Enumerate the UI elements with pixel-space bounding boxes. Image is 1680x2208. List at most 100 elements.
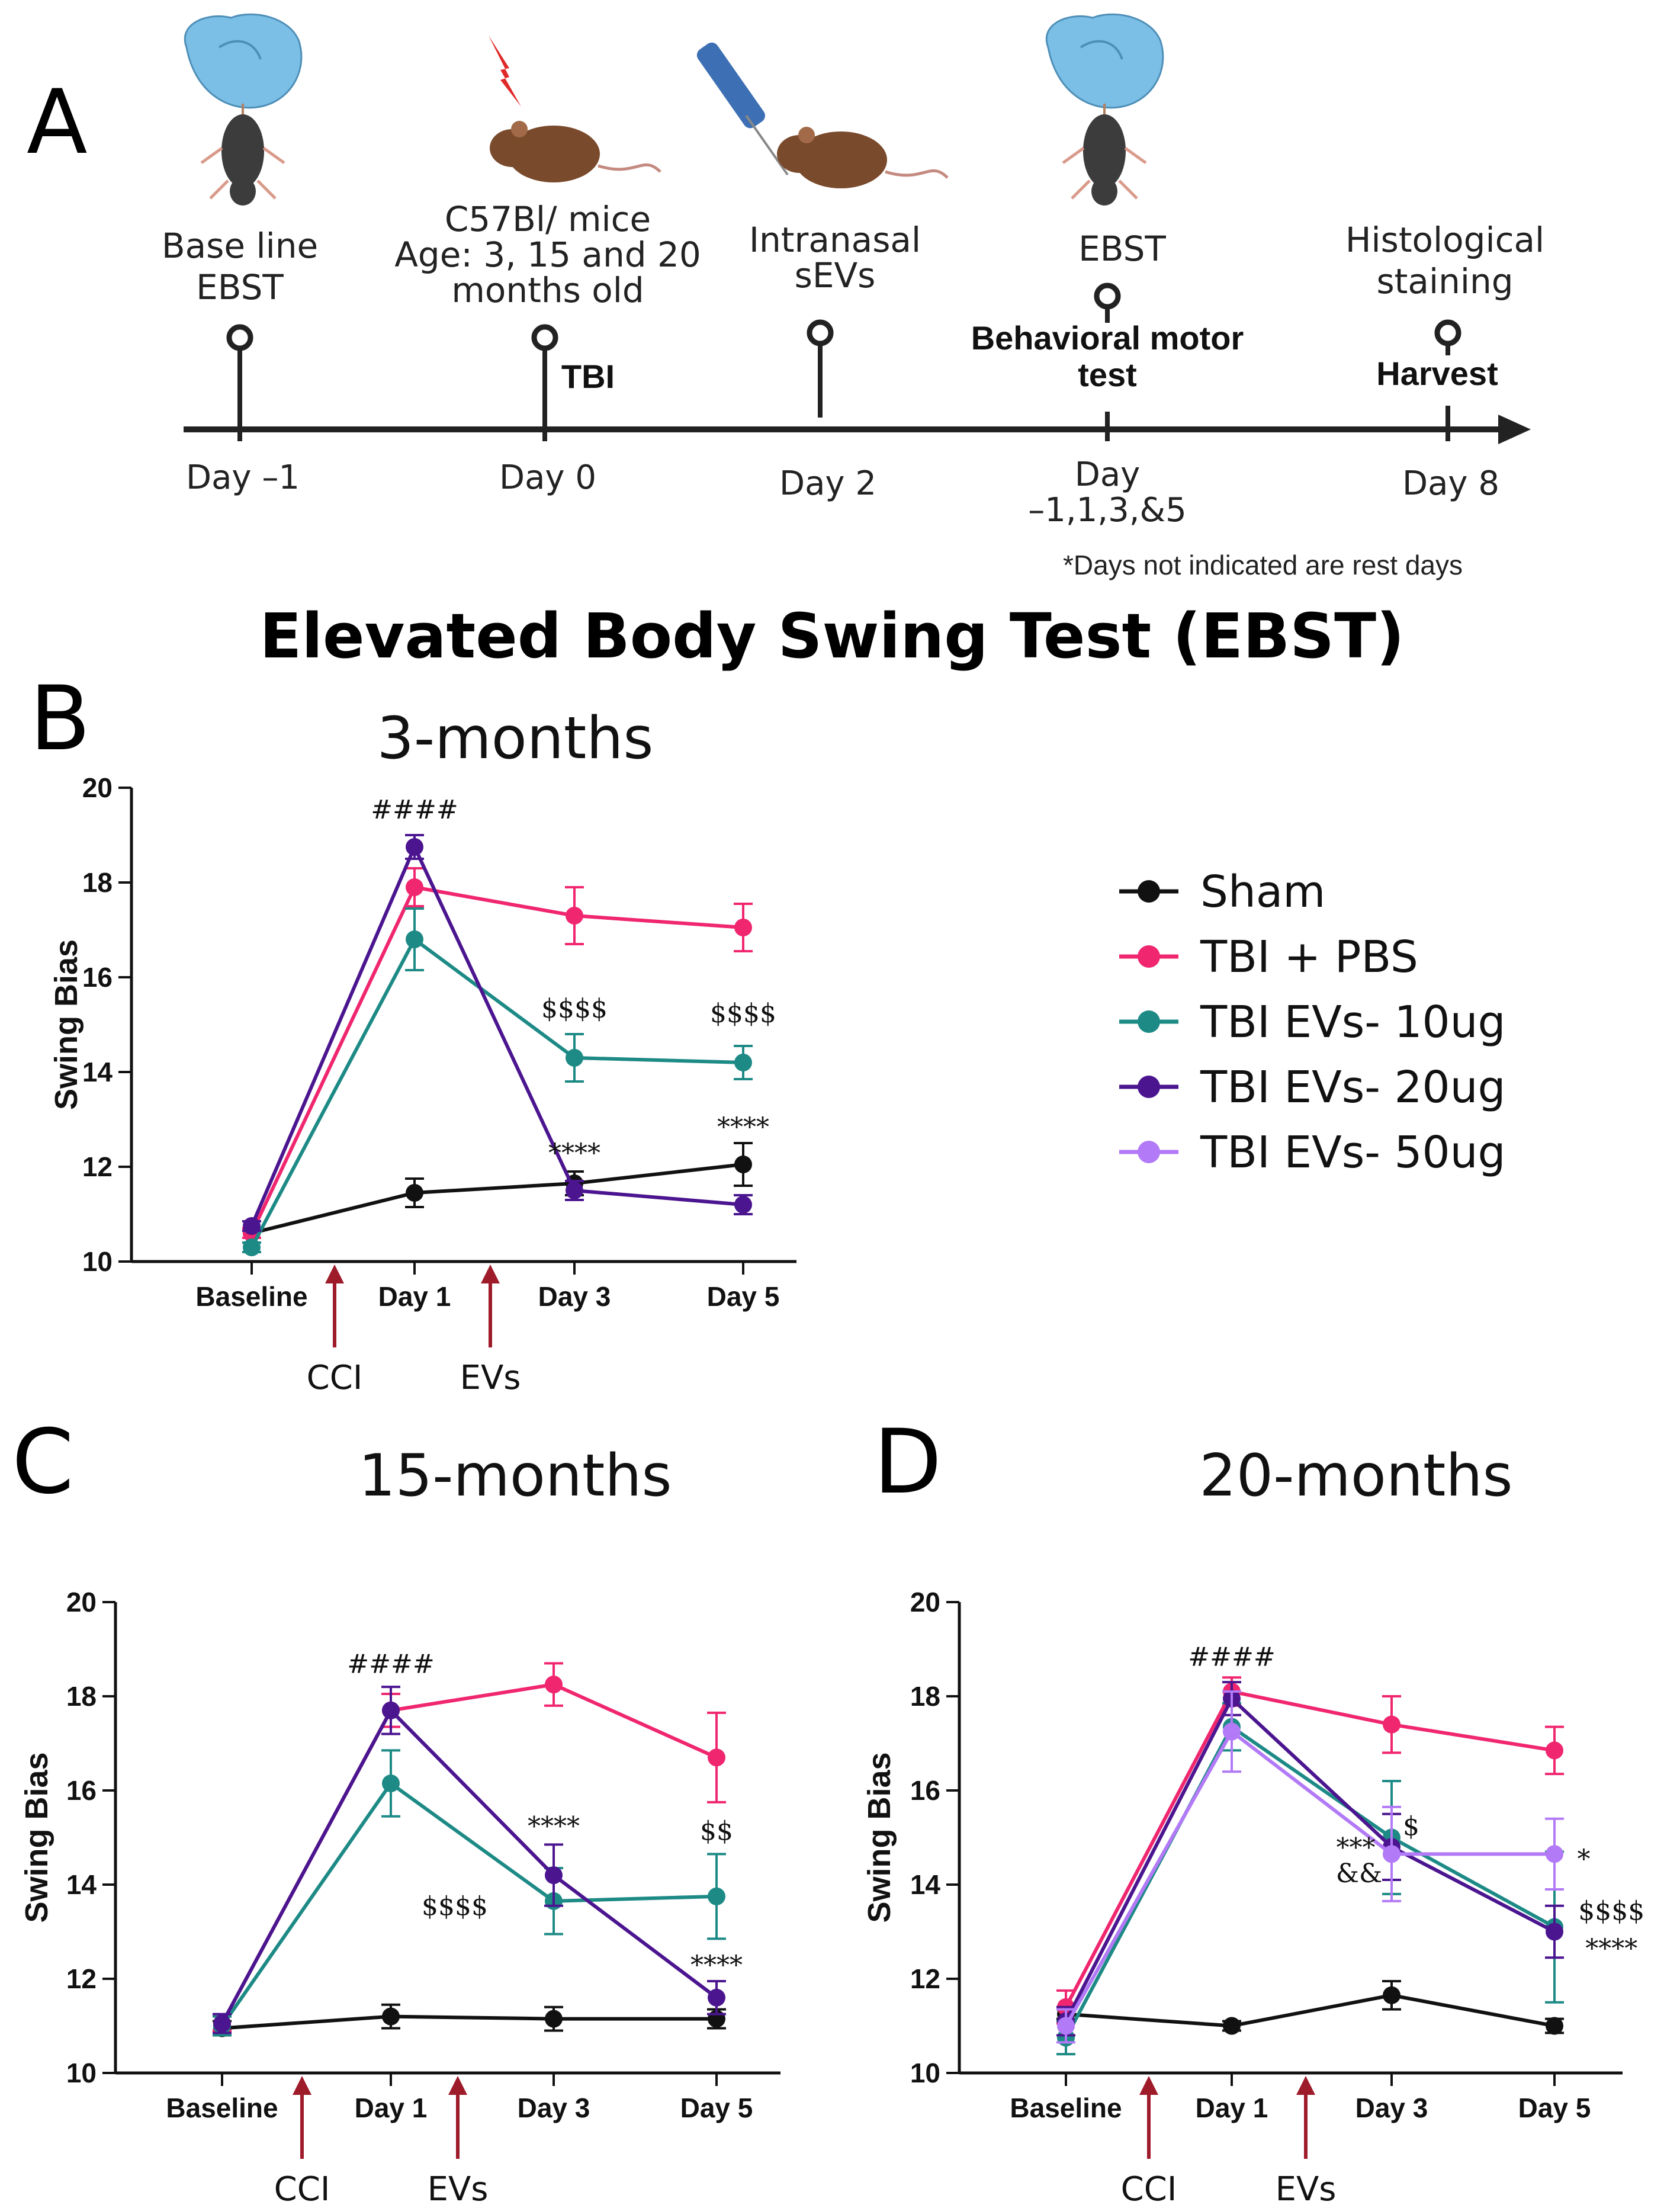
legend-swatch-marker [1138, 1076, 1160, 1098]
x-tick-label: Day 3 [1355, 2093, 1428, 2123]
event-top-line: Age: 3, 15 and 20 [394, 235, 701, 275]
event-label: Harvest [1376, 355, 1498, 392]
chart-title: 20-months [1199, 1442, 1512, 1510]
series-line-ev20 [220, 1707, 718, 2024]
data-point-ev50 [1546, 1845, 1563, 1863]
timeline-pin [531, 324, 558, 351]
event-arrowhead [1296, 2076, 1315, 2095]
event-top-line: months old [451, 270, 644, 310]
glove-hand-icon [184, 13, 303, 121]
y-tick-label: 16 [82, 962, 113, 993]
legend-label: TBI + PBS [1200, 932, 1418, 983]
data-point-ev10 [243, 1238, 261, 1256]
data-point-ev20 [213, 2014, 231, 2033]
y-tick-label: 14 [66, 1869, 97, 1900]
legend-label: TBI EVs- 10ug [1200, 997, 1506, 1048]
y-axis-label: Swing Bias [19, 1752, 54, 1923]
significance-mark: #### [347, 1649, 434, 1679]
event-day: –1,1,3,&5 [1028, 491, 1187, 529]
series-line-ev10 [250, 936, 744, 1249]
series-line-sham [1065, 1993, 1555, 2028]
y-axis-label: Swing Bias [49, 939, 84, 1110]
timeline-event-evs: Intranasal sEVs Day 2 [749, 220, 921, 503]
event-arrow-label: CCI [274, 2170, 330, 2208]
event-label: test [1078, 356, 1137, 393]
significance-mark: * [1578, 1844, 1591, 1875]
y-tick-label: 18 [66, 1681, 97, 1712]
significance-mark: #### [1188, 1642, 1275, 1672]
y-tick-label: 16 [910, 1775, 940, 1806]
significance-mark: *** [1337, 1832, 1376, 1863]
lightning-bolt-icon [489, 36, 521, 107]
mouse-icon [490, 121, 661, 182]
significance-mark: **** [548, 1138, 600, 1169]
panel-d-chart: D 20-months 10 12 14 16 18 20 Baseline Day 1 Day 3… [862, 1411, 1644, 2208]
data-point-ev20 [1546, 1923, 1563, 1941]
x-tick-label: Baseline [1010, 2093, 1122, 2123]
significance-mark: **** [528, 1812, 580, 1842]
timeline-pin [226, 324, 253, 351]
data-point-sham [1546, 2017, 1563, 2035]
series-line-pbs [220, 1683, 718, 2024]
event-arrowhead [1139, 2076, 1158, 2095]
legend-label: Sham [1200, 866, 1325, 917]
y-tick-label: 18 [910, 1681, 940, 1712]
x-tick-label: Day 1 [1196, 2093, 1268, 2123]
y-tick-label: 10 [82, 1246, 113, 1277]
significance-mark: $$ [700, 1816, 733, 1846]
panel-b-chart: B 3-months 10 12 14 16 18 20 Baseline Day 1 Day 3 D… [30, 667, 796, 1397]
y-tick-label: 20 [82, 772, 113, 803]
panel-letter: C [12, 1411, 74, 1514]
event-arrow-label: CCI [1121, 2170, 1177, 2208]
data-point-ev10 [708, 1887, 725, 1905]
data-point-ev10 [382, 1774, 400, 1793]
timeline-pin [1094, 283, 1121, 310]
significance-mark: **** [717, 1112, 769, 1142]
event-day: Day 2 [779, 464, 876, 503]
timeline-arrowhead [1498, 415, 1531, 444]
significance-mark: $ [1403, 1812, 1419, 1842]
legend: Sham TBI + PBS TBI EVs- 10ug TBI EVs- 20ug T… [1119, 866, 1506, 1178]
legend-swatch-marker [1138, 945, 1160, 968]
x-tick-label: Baseline [166, 2093, 278, 2123]
y-tick-label: 16 [66, 1775, 97, 1806]
significance-mark: $$$$ [710, 999, 776, 1029]
data-point-sham [734, 1156, 752, 1173]
y-tick-label: 20 [910, 1587, 940, 1618]
data-point-ev20 [382, 1701, 400, 1719]
y-tick-label: 14 [910, 1869, 941, 1900]
series-line-sham [221, 2014, 717, 2030]
data-point-pbs [734, 919, 752, 936]
y-tick-label: 20 [66, 1587, 97, 1618]
event-top-line: Intranasal [749, 220, 921, 260]
series-line-sham [251, 1163, 744, 1235]
data-point-ev10 [566, 1049, 583, 1067]
pipette-icon [696, 42, 789, 176]
event-label: Behavioral motor [971, 319, 1244, 357]
data-point-pbs [708, 1748, 725, 1767]
data-point-sham [382, 2007, 400, 2026]
event-top-line: sEVs [795, 255, 876, 296]
significance-mark: **** [690, 1950, 743, 1981]
data-point-sham [545, 2010, 563, 2028]
event-top-line: EBST [1078, 229, 1166, 269]
data-point-ev50 [1383, 1845, 1400, 1863]
significance-mark: $$$$ [1578, 1896, 1644, 1927]
series-line-ev20 [1064, 1696, 1556, 2022]
y-tick-label: 18 [82, 867, 113, 898]
y-tick-label: 12 [66, 1963, 97, 1994]
data-point-pbs [406, 878, 423, 896]
timeline-pin [807, 319, 834, 346]
mouse-icon [200, 114, 285, 206]
event-day: Day –1 [186, 458, 300, 497]
event-day: Day [1075, 455, 1141, 494]
significance-mark: **** [1585, 1934, 1637, 1964]
data-point-ev20 [243, 1217, 261, 1235]
event-top-line: Base line [162, 226, 318, 266]
x-tick-label: Day 3 [518, 2093, 590, 2123]
y-tick-label: 12 [82, 1151, 113, 1182]
panel-c-chart: C 15-months 10 12 14 16 18 20 Baseline Day 1 Day 3… [12, 1411, 780, 2208]
significance-mark: $$$$ [541, 994, 608, 1024]
mouse-icon [777, 127, 949, 188]
